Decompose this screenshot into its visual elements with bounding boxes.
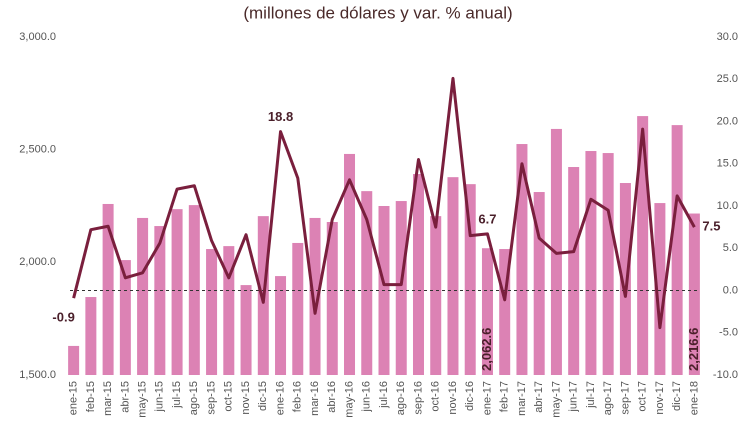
bar (102, 203, 114, 375)
bar (516, 144, 528, 375)
y2-tick-label: 15.0 (717, 158, 738, 170)
x-tick-label: mar-16 (309, 381, 321, 416)
x-tick-label: nov-17 (654, 381, 666, 415)
bar (361, 191, 373, 375)
x-tick-label: may-15 (137, 381, 149, 418)
bar (309, 217, 321, 375)
x-tick-label: feb-15 (85, 381, 97, 412)
x-tick-label: jul-17 (585, 381, 597, 409)
bar-data-label: 2,062.6 (479, 328, 494, 371)
bar (154, 226, 166, 375)
line-data-label: 7.5 (702, 219, 720, 234)
bar (533, 192, 545, 375)
x-tick-label: may-17 (550, 381, 562, 418)
bar (275, 276, 287, 375)
bar (188, 205, 200, 375)
bar (240, 285, 252, 375)
line-data-label: 6.7 (478, 211, 496, 226)
x-tick-label: abr-16 (326, 381, 338, 413)
bar (68, 345, 80, 375)
x-tick-label: sep-17 (619, 381, 631, 415)
line (72, 76, 696, 330)
y2-tick-label: -10.0 (713, 369, 738, 381)
y2-tick-label: -5.0 (719, 327, 738, 339)
x-tick-label: dic-16 (464, 381, 476, 411)
x-tick-label: dic-17 (671, 381, 683, 411)
y-tick-label: 2,000.0 (19, 256, 56, 268)
x-tick-label: mar-17 (516, 381, 528, 416)
x-tick-label: oct-15 (223, 381, 235, 412)
bar (637, 116, 649, 375)
bar (223, 246, 235, 375)
y2-tick-label: 20.0 (717, 115, 738, 127)
x-tick-label: ene-15 (68, 381, 80, 415)
x-tick-label: jun-15 (154, 381, 166, 413)
x-tick-label: jun-17 (568, 381, 580, 413)
bar (568, 167, 580, 375)
x-tick-label: mar-15 (102, 381, 114, 416)
bar (85, 297, 97, 375)
x-tick-label: jul-16 (378, 381, 390, 409)
x-tick-label: jul-15 (171, 381, 183, 409)
x-tick-label: ago-15 (188, 381, 200, 415)
bar-data-label: 2,216.6 (686, 328, 701, 371)
y2-tick-label: 5.0 (723, 242, 738, 254)
bar (344, 153, 356, 375)
bar (395, 201, 407, 375)
line-data-label: -0.9 (52, 310, 74, 325)
bar (326, 221, 338, 375)
bar (602, 153, 614, 375)
x-tick-label: feb-17 (499, 381, 511, 412)
bar (137, 217, 149, 375)
x-tick-label: ago-16 (395, 381, 407, 415)
x-tick-label: may-16 (343, 381, 355, 418)
y-tick-label: 1,500.0 (19, 369, 56, 381)
x-tick-label: ago-17 (602, 381, 614, 415)
x-tick-label: oct-16 (430, 381, 442, 412)
x-tick-label: nov-16 (447, 381, 459, 415)
bar (119, 260, 131, 375)
bar (412, 174, 424, 375)
y2-tick-label: 0.0 (723, 284, 738, 296)
line-data-label: 18.8 (268, 109, 293, 124)
bar (206, 249, 218, 375)
bar (481, 248, 493, 375)
y2-tick-label: 10.0 (717, 200, 738, 212)
x-tick-label: sep-15 (205, 381, 217, 415)
bar (430, 216, 442, 375)
bar (654, 203, 666, 375)
x-tick-label: abr-17 (533, 381, 545, 413)
bar (688, 213, 700, 375)
bar (619, 183, 631, 375)
y2-tick-label: 25.0 (717, 73, 738, 85)
x-tick-label: ene-16 (274, 381, 286, 415)
x-tick-label: jun-16 (361, 381, 373, 413)
chart-title: (millones de dólares y var. % anual) (243, 3, 512, 22)
bar (292, 242, 304, 375)
x-tick-label: sep-16 (412, 381, 424, 415)
bar (499, 249, 511, 375)
bar (585, 151, 597, 375)
x-tick-label: feb-16 (292, 381, 304, 412)
x-tick-label: ene-17 (481, 381, 493, 415)
bar (447, 177, 459, 375)
y2-tick-label: 30.0 (717, 31, 738, 43)
y-tick-label: 3,000.0 (19, 31, 56, 43)
bar (171, 209, 183, 375)
bar (464, 184, 476, 375)
x-tick-label: oct-17 (637, 381, 649, 412)
x-tick-label: dic-15 (257, 381, 269, 411)
x-tick-label: ene-18 (688, 381, 700, 415)
x-tick-label: nov-15 (240, 381, 252, 415)
bar (671, 125, 683, 375)
x-tick-label: abr-15 (119, 381, 131, 413)
y-tick-label: 2,500.0 (19, 144, 56, 156)
